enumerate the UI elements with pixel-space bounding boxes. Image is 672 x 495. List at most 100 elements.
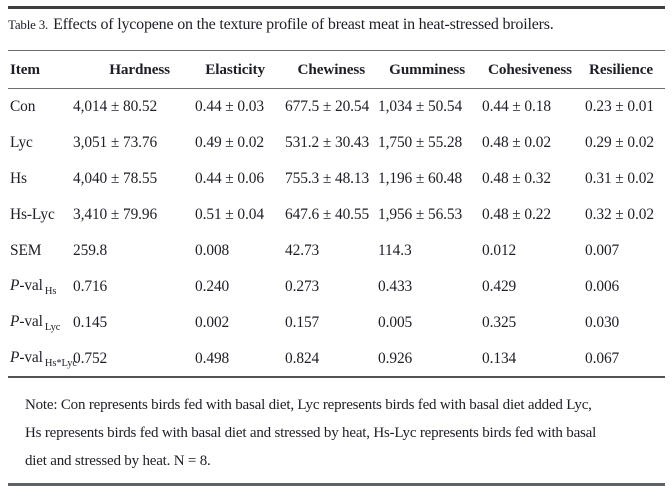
cell-cohesiveness: 0.429 xyxy=(482,278,517,295)
table-row-hs-lyc: Hs-Lyc 3,410 ± 79.96 0.51 ± 0.04 647.6 ±… xyxy=(0,197,665,233)
row-label-p: P xyxy=(10,312,20,330)
cell-chewiness: 531.2 ± 30.43 xyxy=(285,134,370,151)
cell-gumminess: 1,034 ± 50.54 xyxy=(378,98,463,115)
cell-chewiness: 42.73 xyxy=(285,242,320,259)
cell-gumminess: 1,196 ± 60.48 xyxy=(378,170,463,187)
cell-resilience: 0.23 ± 0.01 xyxy=(585,98,654,115)
cell-gumminess: 0.005 xyxy=(378,314,413,331)
cell-elasticity: 0.498 xyxy=(195,350,230,367)
table-title-text: Effects of lycopene on the texture profi… xyxy=(53,16,554,33)
table-row-sem: SEM 259.8 0.008 42.73 114.3 0.012 0.007 xyxy=(0,233,665,269)
cell-gumminess: 1,750 ± 55.28 xyxy=(378,134,463,151)
cell-hardness: 3,051 ± 73.76 xyxy=(73,134,158,151)
note-line: Hs represents birds fed with basal diet … xyxy=(25,425,597,441)
table-row-hs: Hs 4,040 ± 78.55 0.44 ± 0.06 755.3 ± 48.… xyxy=(0,161,665,197)
row-label-sub: Hs*Lyc xyxy=(44,358,77,370)
cell-hardness: 4,040 ± 78.55 xyxy=(73,170,158,187)
table-row-pval-hs: P-val Hs 0.716 0.240 0.273 0.433 0.429 0.… xyxy=(0,269,665,305)
row-label: P-val Lyc xyxy=(0,313,73,333)
cell-cohesiveness: 0.44 ± 0.18 xyxy=(482,98,551,115)
cell-hardness: 0.752 xyxy=(73,350,108,367)
column-header-cohesiveness: Cohesiveness xyxy=(487,60,572,78)
row-label-p: P xyxy=(10,276,20,294)
cell-hardness: 3,410 ± 79.96 xyxy=(73,206,158,223)
table-row-pval-lyc: P-val Lyc 0.145 0.002 0.157 0.005 0.325 0… xyxy=(0,305,665,341)
cell-gumminess: 1,956 ± 56.53 xyxy=(378,206,463,223)
column-header-resilience: Resilience xyxy=(589,60,653,78)
row-label-text: Hs xyxy=(10,170,27,187)
row-label: Lyc xyxy=(0,134,73,152)
column-header-elasticity: Elasticity xyxy=(205,60,265,78)
cell-cohesiveness: 0.48 ± 0.02 xyxy=(482,134,551,151)
cell-chewiness: 0.157 xyxy=(285,314,320,331)
table-title: Table 3. Effects of lycopene on the textu… xyxy=(8,16,554,34)
cell-gumminess: 0.926 xyxy=(378,350,413,367)
top-rule xyxy=(8,6,665,9)
cell-resilience: 0.067 xyxy=(585,350,620,367)
row-label: Hs-Lyc xyxy=(0,206,73,224)
cell-elasticity: 0.240 xyxy=(195,278,230,295)
cell-hardness: 259.8 xyxy=(73,242,108,259)
bottom-rule xyxy=(8,483,665,486)
cell-hardness: 0.145 xyxy=(73,314,108,331)
cell-gumminess: 0.433 xyxy=(378,278,413,295)
column-header-gumminess: Gumminess xyxy=(389,60,465,78)
row-label: SEM xyxy=(0,242,73,260)
row-label-text: Lyc xyxy=(10,134,33,151)
table-body: Con 4,014 ± 80.52 0.44 ± 0.03 677.5 ± 20… xyxy=(0,89,665,377)
table-number-label: Table 3. xyxy=(8,17,49,32)
cell-chewiness: 647.6 ± 40.55 xyxy=(285,206,370,223)
cell-cohesiveness: 0.325 xyxy=(482,314,517,331)
note-line: diet and stressed by heat. N = 8. xyxy=(25,453,211,469)
cell-elasticity: 0.49 ± 0.02 xyxy=(195,134,264,151)
cell-cohesiveness: 0.48 ± 0.22 xyxy=(482,206,551,223)
cell-hardness: 0.716 xyxy=(73,278,108,295)
row-label-rest: -val xyxy=(19,312,43,330)
cell-chewiness: 0.824 xyxy=(285,350,320,367)
rule-table-bottom xyxy=(8,376,665,378)
cell-chewiness: 677.5 ± 20.54 xyxy=(285,98,370,115)
row-label-rest: -val xyxy=(19,348,43,366)
table-row-pval-hs-lyc: P-val Hs*Lyc 0.752 0.498 0.824 0.926 0.13… xyxy=(0,341,665,377)
row-label-text: SEM xyxy=(10,242,42,259)
cell-resilience: 0.006 xyxy=(585,278,620,295)
row-label-sub: Hs xyxy=(44,286,57,298)
table-header: Item Hardness Elasticity Chewiness Gummi… xyxy=(0,51,665,88)
row-label-text: Hs-Lyc xyxy=(10,206,55,223)
cell-elasticity: 0.44 ± 0.06 xyxy=(195,170,264,187)
note-line: Note: Con represents birds fed with basa… xyxy=(25,397,592,413)
row-label-rest: -val xyxy=(19,276,43,294)
row-label-sub: Lyc xyxy=(44,322,61,334)
table-row-lyc: Lyc 3,051 ± 73.76 0.49 ± 0.02 531.2 ± 30… xyxy=(0,125,665,161)
cell-resilience: 0.29 ± 0.02 xyxy=(585,134,654,151)
cell-hardness: 4,014 ± 80.52 xyxy=(73,98,158,115)
rule-under-header xyxy=(8,88,665,90)
cell-chewiness: 755.3 ± 48.13 xyxy=(285,170,370,187)
row-label: P-val Hs xyxy=(0,277,73,297)
table-note: Note: Con represents birds fed with basa… xyxy=(25,391,596,475)
cell-resilience: 0.030 xyxy=(585,314,620,331)
row-label: Hs xyxy=(0,170,73,188)
cell-resilience: 0.31 ± 0.02 xyxy=(585,170,654,187)
table-row-con: Con 4,014 ± 80.52 0.44 ± 0.03 677.5 ± 20… xyxy=(0,89,665,125)
cell-cohesiveness: 0.012 xyxy=(482,242,517,259)
row-label: P-val Hs*Lyc xyxy=(0,348,77,369)
cell-cohesiveness: 0.134 xyxy=(482,350,517,367)
cell-resilience: 0.007 xyxy=(585,242,620,259)
column-header-chewiness: Chewiness xyxy=(297,60,366,78)
cell-gumminess: 114.3 xyxy=(378,242,412,259)
header-row: Item Hardness Elasticity Chewiness Gummi… xyxy=(0,51,665,88)
cell-elasticity: 0.44 ± 0.03 xyxy=(195,98,264,115)
cell-resilience: 0.32 ± 0.02 xyxy=(585,206,654,223)
cell-elasticity: 0.002 xyxy=(195,314,230,331)
row-label-text: Con xyxy=(10,98,36,115)
rule-under-title xyxy=(8,50,665,52)
column-header-hardness: Hardness xyxy=(109,60,170,78)
column-header-item: Item xyxy=(10,60,40,78)
cell-elasticity: 0.51 ± 0.04 xyxy=(195,206,264,223)
row-label-p: P xyxy=(10,348,20,366)
row-label: Con xyxy=(0,98,73,116)
cell-chewiness: 0.273 xyxy=(285,278,320,295)
cell-elasticity: 0.008 xyxy=(195,242,230,259)
